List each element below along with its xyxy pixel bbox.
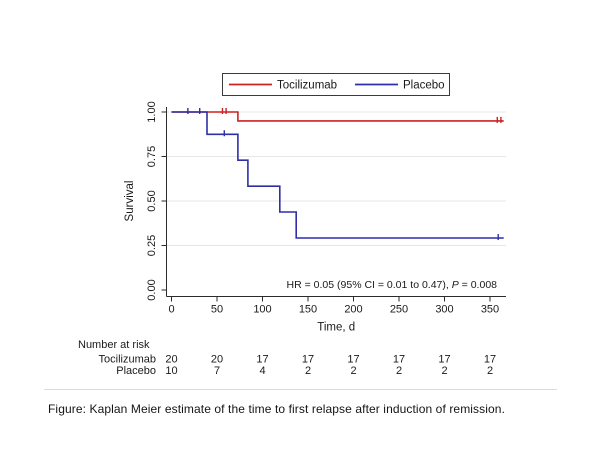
y-tick-label: 0.25 (146, 235, 158, 256)
risk-count: 17 (302, 354, 314, 366)
legend-box (222, 73, 450, 96)
risk-count: 2 (487, 365, 493, 377)
risk-count: 17 (484, 354, 496, 366)
risk-count: 20 (165, 354, 177, 366)
y-tick-label: 0.75 (146, 146, 158, 167)
x-tick-label: 350 (481, 304, 499, 316)
survival-curve-tocilizumab (171, 111, 504, 122)
hr-annotation: HR = 0.05 (95% CI = 0.01 to 0.47), P = 0… (287, 279, 498, 291)
risk-count: 7 (214, 365, 220, 377)
risk-row-label-tocilizumab: Tocilizumab (99, 354, 156, 366)
risk-count: 10 (165, 365, 177, 377)
risk-table: Number at risk Tocilizumab 20 20 17 17 17 17 17 1… (78, 339, 496, 377)
risk-row-label-placebo: Placebo (116, 365, 156, 377)
x-tick-label: 150 (299, 304, 317, 316)
x-axis-title: Time, d (317, 322, 355, 334)
survival-curve-placebo (171, 111, 504, 239)
x-tick-label: 200 (344, 304, 362, 316)
figure-divider (44, 389, 557, 390)
legend-label-placebo: Placebo (403, 80, 445, 92)
risk-count: 17 (347, 354, 359, 366)
risk-count: 4 (259, 365, 265, 377)
risk-count: 17 (256, 354, 268, 366)
legend-label-tocilizumab: Tocilizumab (277, 80, 337, 92)
risk-count: 2 (350, 365, 356, 377)
risk-count: 20 (211, 354, 223, 366)
risk-count: 17 (393, 354, 405, 366)
figure-caption: Figure: Kaplan Meier estimate of the tim… (48, 402, 506, 416)
y-tick-label: 1.00 (146, 101, 158, 122)
x-tick-label: 0 (168, 304, 174, 316)
y-tick-label: 0.50 (146, 190, 158, 211)
x-tick-label: 250 (390, 304, 408, 316)
risk-count: 17 (438, 354, 450, 366)
y-tick-label: 0.00 (146, 279, 158, 300)
legend: Tocilizumab Placebo (222, 73, 450, 96)
risk-count: 2 (396, 365, 402, 377)
risk-count: 2 (441, 365, 447, 377)
x-tick-label: 50 (211, 304, 223, 316)
risk-count: 2 (305, 365, 311, 377)
risk-table-header: Number at risk (78, 339, 150, 351)
y-axis-title: Survival (124, 181, 136, 222)
x-tick-label: 300 (435, 304, 453, 316)
x-tick-label: 100 (253, 304, 271, 316)
